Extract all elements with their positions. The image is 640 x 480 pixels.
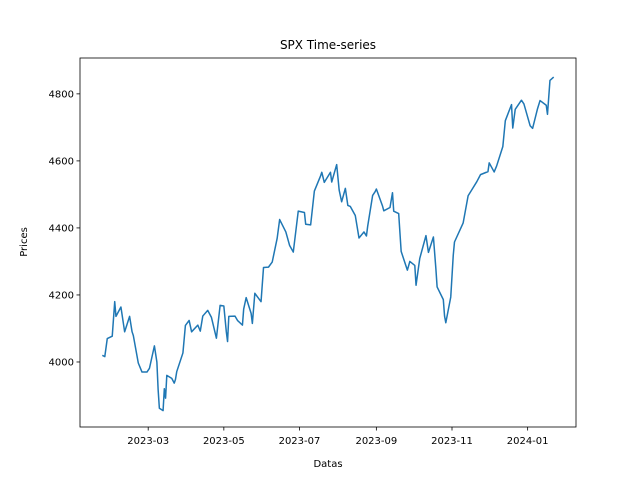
line-series — [101, 76, 555, 412]
chart-title: SPX Time-series — [280, 38, 376, 52]
y-tick-label: 4800 — [49, 89, 74, 100]
y-tick-label: 4000 — [49, 357, 74, 368]
y-tick-label: 4600 — [49, 156, 74, 167]
x-tick-label: 2023-09 — [355, 436, 397, 447]
x-tick-label: 2023-07 — [279, 436, 321, 447]
y-tick-label: 4200 — [49, 290, 74, 301]
y-axis-label: Prices — [19, 227, 30, 257]
x-tick-label: 2024-01 — [507, 436, 549, 447]
x-axis-label: Datas — [313, 459, 342, 470]
x-tick-label: 2023-11 — [431, 436, 473, 447]
x-tick-label: 2023-05 — [203, 436, 245, 447]
y-tick-label: 4400 — [49, 223, 74, 234]
x-tick-label: 2023-03 — [127, 436, 169, 447]
plot-frame — [79, 57, 577, 428]
